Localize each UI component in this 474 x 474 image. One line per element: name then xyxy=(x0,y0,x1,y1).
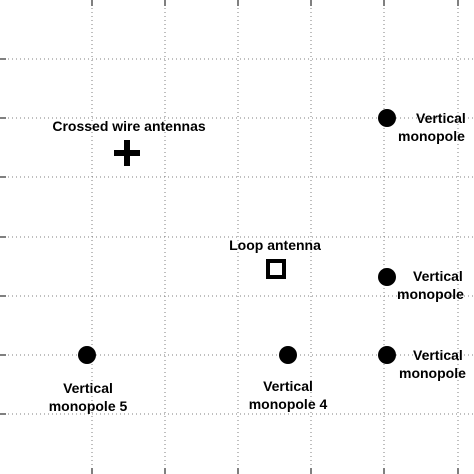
vertical-monopole-top-right-dot-icon xyxy=(378,109,396,127)
vertical-monopole-bottom-right-dot-icon xyxy=(378,346,396,364)
vertical-monopole-bottom-right-label: Vertical monopole xyxy=(399,347,466,381)
loop-antenna-square-icon xyxy=(266,259,286,279)
vertical-monopole-top-right-label: Vertical monopole xyxy=(398,110,466,144)
crossed-wire-antennas-label: Crossed wire antennas xyxy=(52,118,206,134)
vertical-monopole-5-dot-icon xyxy=(78,346,96,364)
crossed-wire-antenna-plus-icon xyxy=(114,140,140,166)
vertical-monopole-mid-right-dot-icon xyxy=(378,268,396,286)
vertical-monopole-4-label: Vertical monopole 4 xyxy=(248,378,328,412)
vertical-monopole-5-label: Vertical monopole 5 xyxy=(48,380,128,414)
vertical-monopole-mid-right-label: Vertical monopole xyxy=(397,268,464,302)
vertical-monopole-4-dot-icon xyxy=(279,346,297,364)
loop-antenna-label: Loop antenna xyxy=(229,237,321,253)
